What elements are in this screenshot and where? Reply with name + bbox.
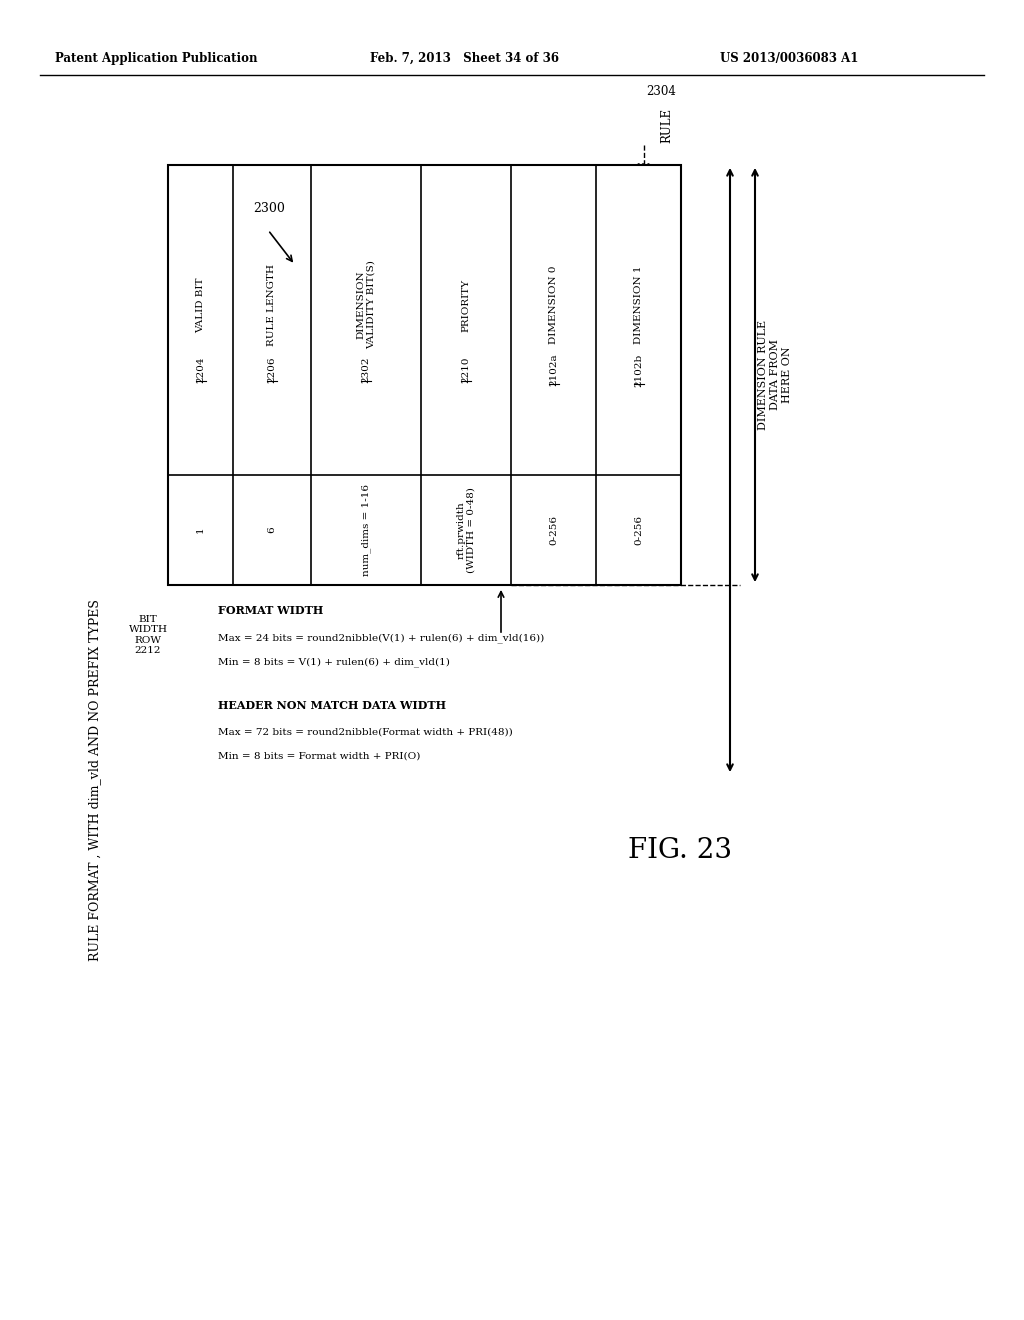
Text: DIMENSION 1: DIMENSION 1	[634, 265, 643, 345]
Text: Max = 24 bits = round2nibble(V(1) + rulen(6) + dim_vld(16)): Max = 24 bits = round2nibble(V(1) + rule…	[218, 634, 544, 643]
Text: 2204: 2204	[196, 356, 205, 383]
Text: 2304: 2304	[646, 84, 677, 98]
Text: 1: 1	[196, 527, 205, 533]
Bar	[168, 165, 681, 585]
Text: RULE LENGTH: RULE LENGTH	[267, 264, 276, 346]
Text: FIG. 23: FIG. 23	[628, 837, 732, 863]
Text: DIMENSION RULE
DATA FROM
HERE ON: DIMENSION RULE DATA FROM HERE ON	[759, 319, 792, 430]
Text: US 2013/0036083 A1: US 2013/0036083 A1	[720, 51, 858, 65]
Text: BIT
WIDTH
ROW
2212: BIT WIDTH ROW 2212	[128, 615, 168, 655]
Text: Feb. 7, 2013   Sheet 34 of 36: Feb. 7, 2013 Sheet 34 of 36	[370, 51, 559, 65]
Text: Min = 8 bits = V(1) + rulen(6) + dim_vld(1): Min = 8 bits = V(1) + rulen(6) + dim_vld…	[218, 657, 450, 667]
Text: 2210: 2210	[462, 356, 470, 383]
Text: DIMENSION 0: DIMENSION 0	[549, 265, 558, 345]
Text: 2102a: 2102a	[549, 354, 558, 387]
Text: 2102b: 2102b	[634, 354, 643, 387]
Text: num_dims = 1-16: num_dims = 1-16	[361, 484, 371, 576]
Text: Patent Application Publication: Patent Application Publication	[55, 51, 257, 65]
Text: HEADER NON MATCH DATA WIDTH: HEADER NON MATCH DATA WIDTH	[218, 700, 446, 711]
Text: FORMAT WIDTH: FORMAT WIDTH	[218, 605, 324, 616]
Text: 0-256: 0-256	[549, 515, 558, 545]
Text: ...: ...	[636, 154, 651, 169]
Text: 0-256: 0-256	[634, 515, 643, 545]
Text: Max = 72 bits = round2nibble(Format width + PRI(48)): Max = 72 bits = round2nibble(Format widt…	[218, 729, 513, 737]
Text: RULE: RULE	[660, 108, 674, 143]
Text: 2302: 2302	[361, 356, 371, 383]
Text: DIMENSION
VALIDITY BIT(S): DIMENSION VALIDITY BIT(S)	[356, 260, 376, 350]
Text: 6: 6	[267, 527, 276, 533]
Text: 2206: 2206	[267, 356, 276, 383]
Text: RULE FORMAT , WITH dim_vld AND NO PREFIX TYPES: RULE FORMAT , WITH dim_vld AND NO PREFIX…	[88, 599, 101, 961]
Text: rft.prwidth
(WIDTH = 0-48): rft.prwidth (WIDTH = 0-48)	[457, 487, 476, 573]
Text: 2300: 2300	[253, 202, 285, 215]
Text: PRIORITY: PRIORITY	[462, 279, 470, 331]
Text: VALID BIT: VALID BIT	[196, 277, 205, 333]
Text: Min = 8 bits = Format width + PRI(O): Min = 8 bits = Format width + PRI(O)	[218, 752, 421, 762]
